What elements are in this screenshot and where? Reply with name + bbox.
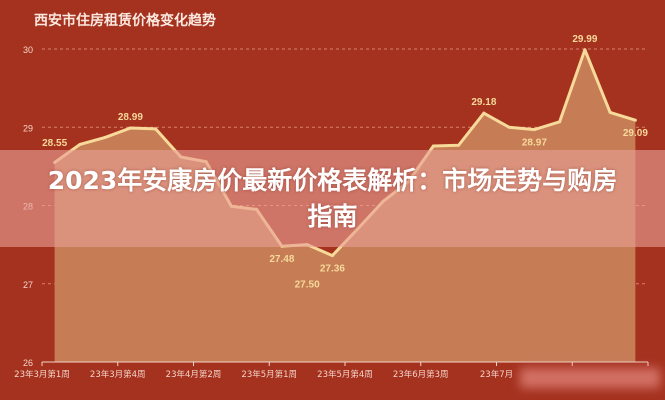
data-point bbox=[128, 126, 132, 130]
data-label: 29.99 bbox=[572, 34, 597, 45]
data-point bbox=[103, 135, 107, 139]
chart-title: 西安市住房租赁价格变化趋势 bbox=[34, 13, 216, 29]
x-tick-label: 23年3月第4周 bbox=[90, 369, 146, 380]
data-label: 27.36 bbox=[320, 264, 345, 275]
data-point bbox=[431, 144, 435, 148]
x-tick-label: 23年5月第4周 bbox=[317, 369, 373, 380]
data-point bbox=[78, 142, 82, 146]
data-point bbox=[633, 118, 637, 122]
y-tick-label: 26 bbox=[23, 358, 33, 368]
x-tick-label: 23年7月 bbox=[480, 369, 513, 380]
data-label: 28.55 bbox=[42, 138, 67, 149]
data-point bbox=[608, 110, 612, 114]
data-label: 28.99 bbox=[118, 112, 143, 123]
y-tick-label: 29 bbox=[23, 123, 33, 133]
data-label: 27.50 bbox=[295, 280, 320, 291]
y-tick-label: 30 bbox=[23, 45, 33, 55]
headline-banner: 2023年安康房价最新价格表解析：市场走势与购房指南 bbox=[0, 150, 665, 247]
y-tick-label: 27 bbox=[23, 280, 33, 290]
x-tick-label: 23年5月第1周 bbox=[241, 369, 297, 380]
x-tick-label: 23年6月第3周 bbox=[393, 369, 449, 380]
headline-text: 2023年安康房价最新价格表解析：市场走势与购房指南 bbox=[47, 165, 618, 231]
x-tick-label: 23年4月第2周 bbox=[166, 369, 222, 380]
data-point bbox=[583, 48, 587, 52]
x-tick-label: 23年3月第1周 bbox=[14, 369, 70, 380]
data-point bbox=[532, 128, 536, 132]
watermark-blur bbox=[520, 368, 660, 388]
data-point bbox=[558, 120, 562, 124]
area-fill bbox=[54, 49, 636, 362]
data-label: 27.48 bbox=[269, 254, 294, 265]
data-point bbox=[330, 254, 334, 258]
data-label: 29.18 bbox=[471, 97, 496, 108]
data-point bbox=[154, 127, 158, 131]
data-point bbox=[507, 125, 511, 129]
data-point bbox=[457, 143, 461, 147]
data-label: 29.09 bbox=[623, 128, 648, 139]
data-point bbox=[482, 111, 486, 115]
data-label: 28.97 bbox=[522, 138, 547, 149]
